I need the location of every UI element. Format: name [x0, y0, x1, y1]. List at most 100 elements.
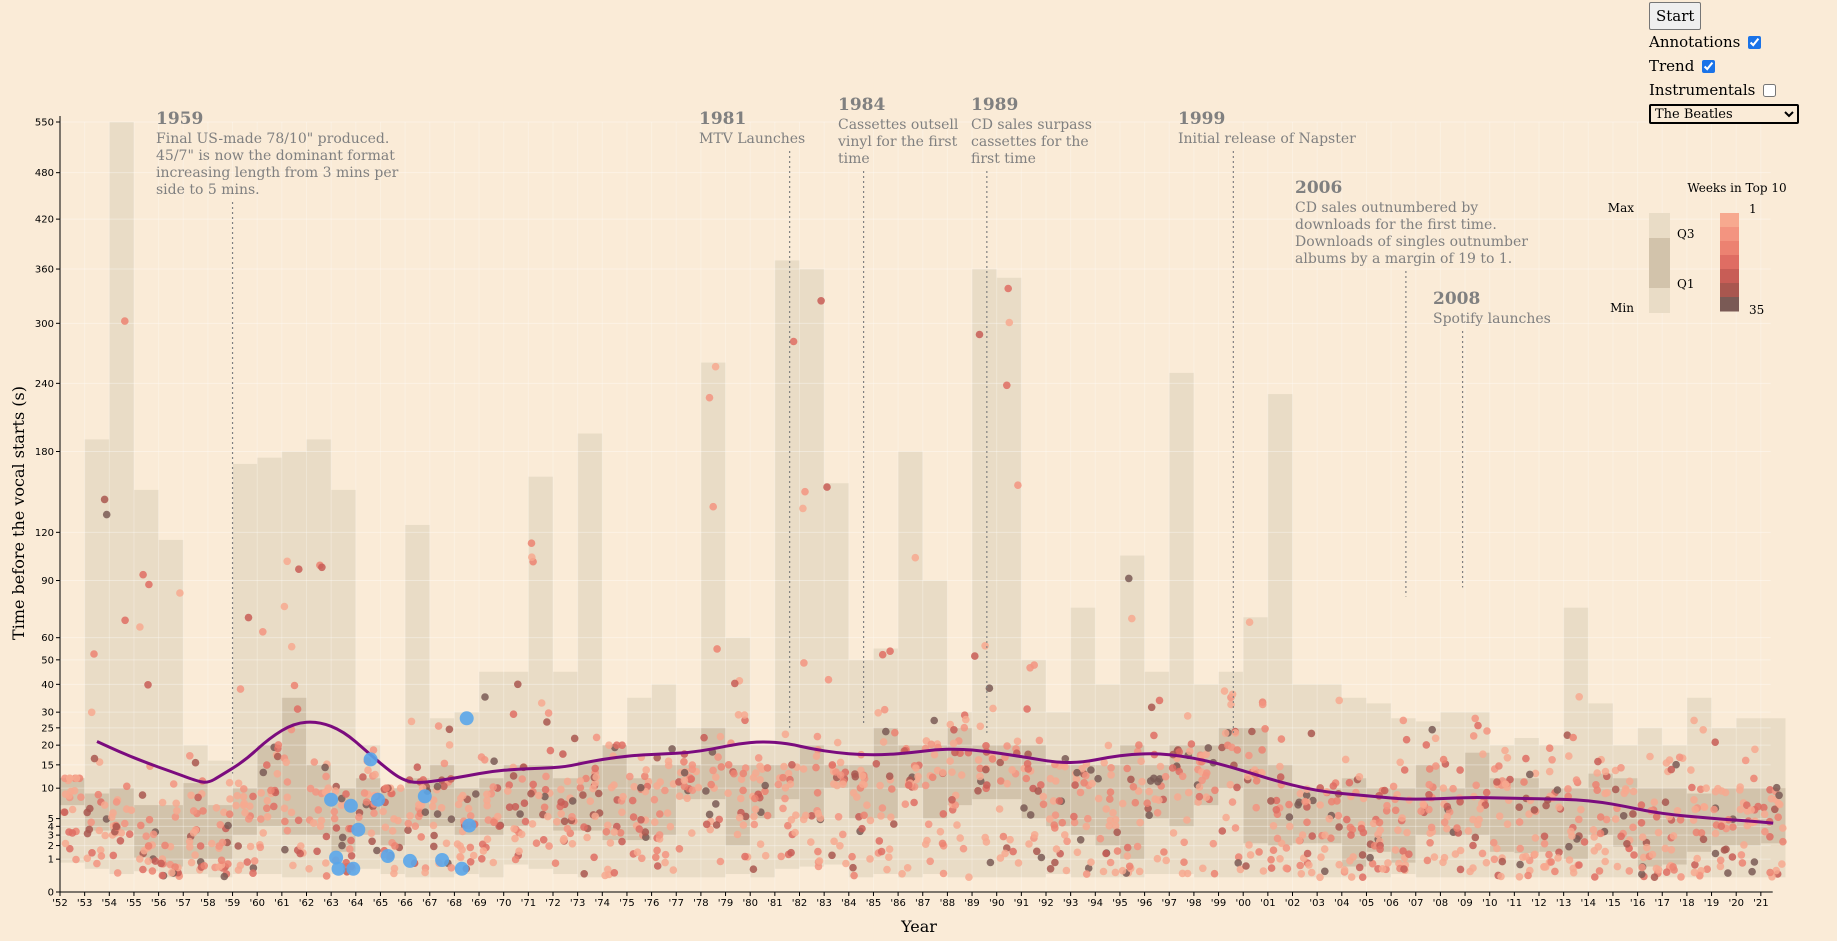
- x-tick-label: '65: [373, 898, 388, 909]
- data-point: [589, 784, 597, 793]
- data-point: [1524, 871, 1532, 880]
- data-point: [1590, 847, 1599, 855]
- data-point: [1242, 862, 1250, 870]
- data-point: [1346, 857, 1354, 865]
- x-tick-label: '79: [718, 898, 733, 909]
- data-point: [885, 772, 894, 780]
- data-point: [756, 776, 764, 784]
- data-point: [1776, 800, 1784, 809]
- data-point: [417, 833, 426, 841]
- data-point: [1294, 801, 1302, 809]
- data-point: [440, 759, 449, 768]
- data-point: [1403, 828, 1411, 837]
- y-axis-label: Time before the vocal starts (s): [9, 386, 28, 640]
- y-tick-label: 50: [41, 655, 54, 666]
- data-point: [415, 801, 423, 809]
- data-point: [116, 837, 125, 845]
- trend-checkbox[interactable]: [1702, 59, 1716, 73]
- data-point: [280, 602, 289, 611]
- data-point: [1563, 731, 1572, 739]
- data-point: [249, 792, 257, 801]
- data-point: [240, 785, 248, 793]
- data-point: [1030, 831, 1039, 839]
- x-tick-label: '99: [1211, 898, 1226, 909]
- x-tick-label: '85: [866, 898, 881, 909]
- data-point: [1368, 859, 1377, 868]
- data-point: [200, 862, 208, 870]
- start-button[interactable]: Start: [1649, 2, 1702, 30]
- data-point: [959, 844, 968, 853]
- data-point: [1236, 865, 1245, 874]
- data-point: [763, 811, 772, 820]
- x-tick-label: '91: [1014, 898, 1029, 909]
- legend-weeks-swatch: [1720, 297, 1739, 312]
- data-point: [72, 774, 81, 783]
- data-point: [469, 851, 478, 860]
- data-point: [1135, 867, 1144, 876]
- data-point: [1316, 873, 1324, 882]
- x-tick-label: '80: [742, 898, 757, 909]
- data-point: [642, 766, 650, 774]
- artist-select[interactable]: The Beatles: [1649, 104, 1799, 124]
- data-point: [939, 768, 947, 777]
- annotation-text-1984: time: [838, 151, 870, 167]
- data-point: [756, 762, 764, 771]
- data-point: [1008, 766, 1016, 774]
- data-point: [1202, 793, 1211, 801]
- data-point: [83, 808, 91, 817]
- data-point: [1111, 868, 1120, 877]
- legend-box-label: Q1: [1677, 277, 1694, 291]
- data-point: [551, 859, 560, 867]
- data-point: [1087, 858, 1095, 866]
- data-point: [388, 827, 397, 835]
- data-point: [1180, 838, 1188, 847]
- data-point: [874, 709, 882, 717]
- data-point: [246, 802, 254, 810]
- data-point: [853, 793, 861, 801]
- data-point: [1391, 846, 1400, 854]
- y-tick-label: 240: [35, 379, 54, 390]
- data-point: [1431, 734, 1440, 743]
- data-point: [172, 799, 180, 808]
- x-tick-label: '00: [1235, 898, 1250, 909]
- data-point: [186, 752, 194, 760]
- data-point: [641, 772, 649, 781]
- data-point: [1106, 795, 1114, 803]
- data-point: [243, 858, 252, 866]
- data-point: [989, 704, 997, 713]
- data-point: [570, 734, 579, 743]
- x-tick-label: '09: [1457, 898, 1472, 909]
- data-point: [371, 770, 379, 779]
- annotations-checkbox[interactable]: [1748, 35, 1762, 49]
- data-point: [1661, 844, 1670, 853]
- data-point: [1106, 858, 1115, 867]
- data-point: [1662, 868, 1671, 876]
- x-tick-label: '18: [1679, 898, 1694, 909]
- data-point: [982, 765, 990, 774]
- data-point: [739, 769, 748, 778]
- data-point: [616, 829, 625, 837]
- data-point: [568, 840, 577, 848]
- data-point: [1728, 853, 1737, 861]
- data-point: [559, 836, 568, 845]
- box-range-1954: [109, 122, 134, 875]
- data-point: [250, 857, 259, 865]
- data-point: [1714, 784, 1722, 793]
- data-point: [858, 780, 867, 788]
- data-point: [256, 843, 265, 852]
- data-point: [1198, 776, 1206, 785]
- data-point: [1366, 853, 1374, 862]
- x-tick-label: '60: [249, 898, 264, 909]
- data-point: [579, 791, 587, 799]
- data-point: [1369, 819, 1378, 828]
- instrumentals-checkbox[interactable]: [1763, 83, 1777, 97]
- data-point: [817, 297, 825, 305]
- data-point: [883, 865, 891, 874]
- data-point: [1295, 837, 1303, 845]
- data-point: [187, 791, 195, 800]
- data-point: [1711, 829, 1720, 838]
- data-point: [664, 757, 673, 765]
- data-point: [707, 780, 715, 789]
- data-point: [787, 848, 795, 857]
- data-point: [610, 781, 618, 789]
